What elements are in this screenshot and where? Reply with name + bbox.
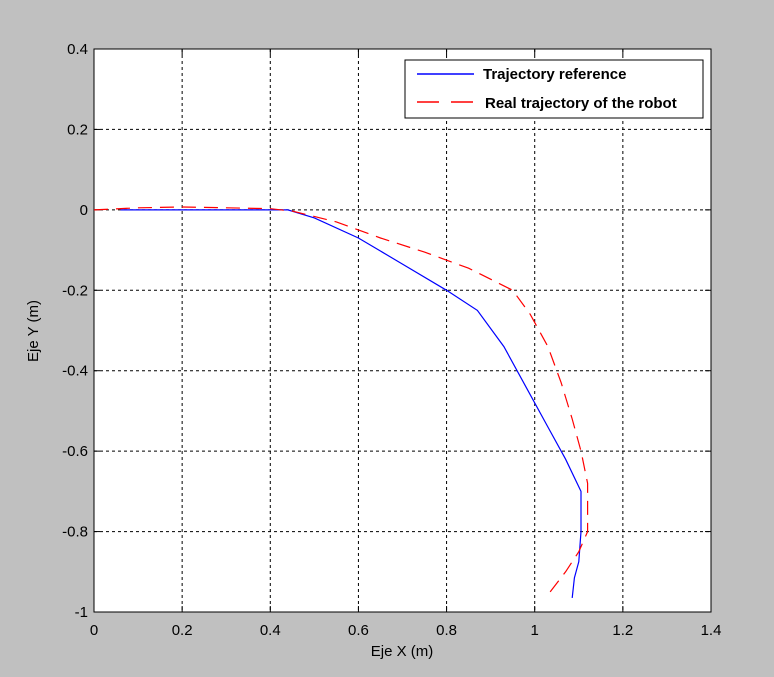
y-tick-label: -1 — [75, 604, 88, 621]
y-tick-label: -0.6 — [62, 443, 88, 460]
legend: Trajectory reference Real trajectory of … — [404, 59, 704, 119]
tick-marks — [93, 48, 712, 613]
legend-box — [404, 59, 704, 119]
series-line-0 — [120, 209, 582, 598]
plot-frame — [93, 48, 712, 613]
x-tick-label: 1.4 — [701, 622, 722, 639]
series-layer — [93, 206, 589, 598]
x-tick-label: 0.4 — [260, 622, 281, 639]
x-tick-labels: 0 0.2 0.4 0.6 0.8 1 1.2 1.4 — [90, 622, 722, 639]
y-tick-label: 0.4 — [67, 41, 88, 58]
y-tick-label: -0.2 — [62, 282, 88, 299]
y-tick-label: 0.2 — [67, 121, 88, 138]
x-tick-label: 1 — [531, 622, 539, 639]
x-tick-label: 0.6 — [348, 622, 369, 639]
x-tick-label: 0.2 — [172, 622, 193, 639]
y-tick-label: -0.8 — [62, 524, 88, 541]
x-tick-label: 0.8 — [436, 622, 457, 639]
legend-label-real-trajectory: Real trajectory of the robot — [485, 95, 677, 112]
y-tick-label: -0.4 — [62, 363, 88, 380]
x-tick-label: 1.2 — [612, 622, 633, 639]
grid-lines — [94, 49, 711, 612]
x-tick-label: 0 — [90, 622, 98, 639]
y-tick-label: 0 — [80, 202, 88, 219]
y-tick-labels: 0.4 0.2 0 -0.2 -0.4 -0.6 -0.8 -1 — [62, 41, 88, 621]
x-axis-label: Eje X (m) — [371, 643, 434, 660]
y-axis-label: Eje Y (m) — [25, 300, 42, 362]
legend-label-trajectory-reference: Trajectory reference — [483, 66, 626, 83]
plot-area — [94, 49, 711, 612]
